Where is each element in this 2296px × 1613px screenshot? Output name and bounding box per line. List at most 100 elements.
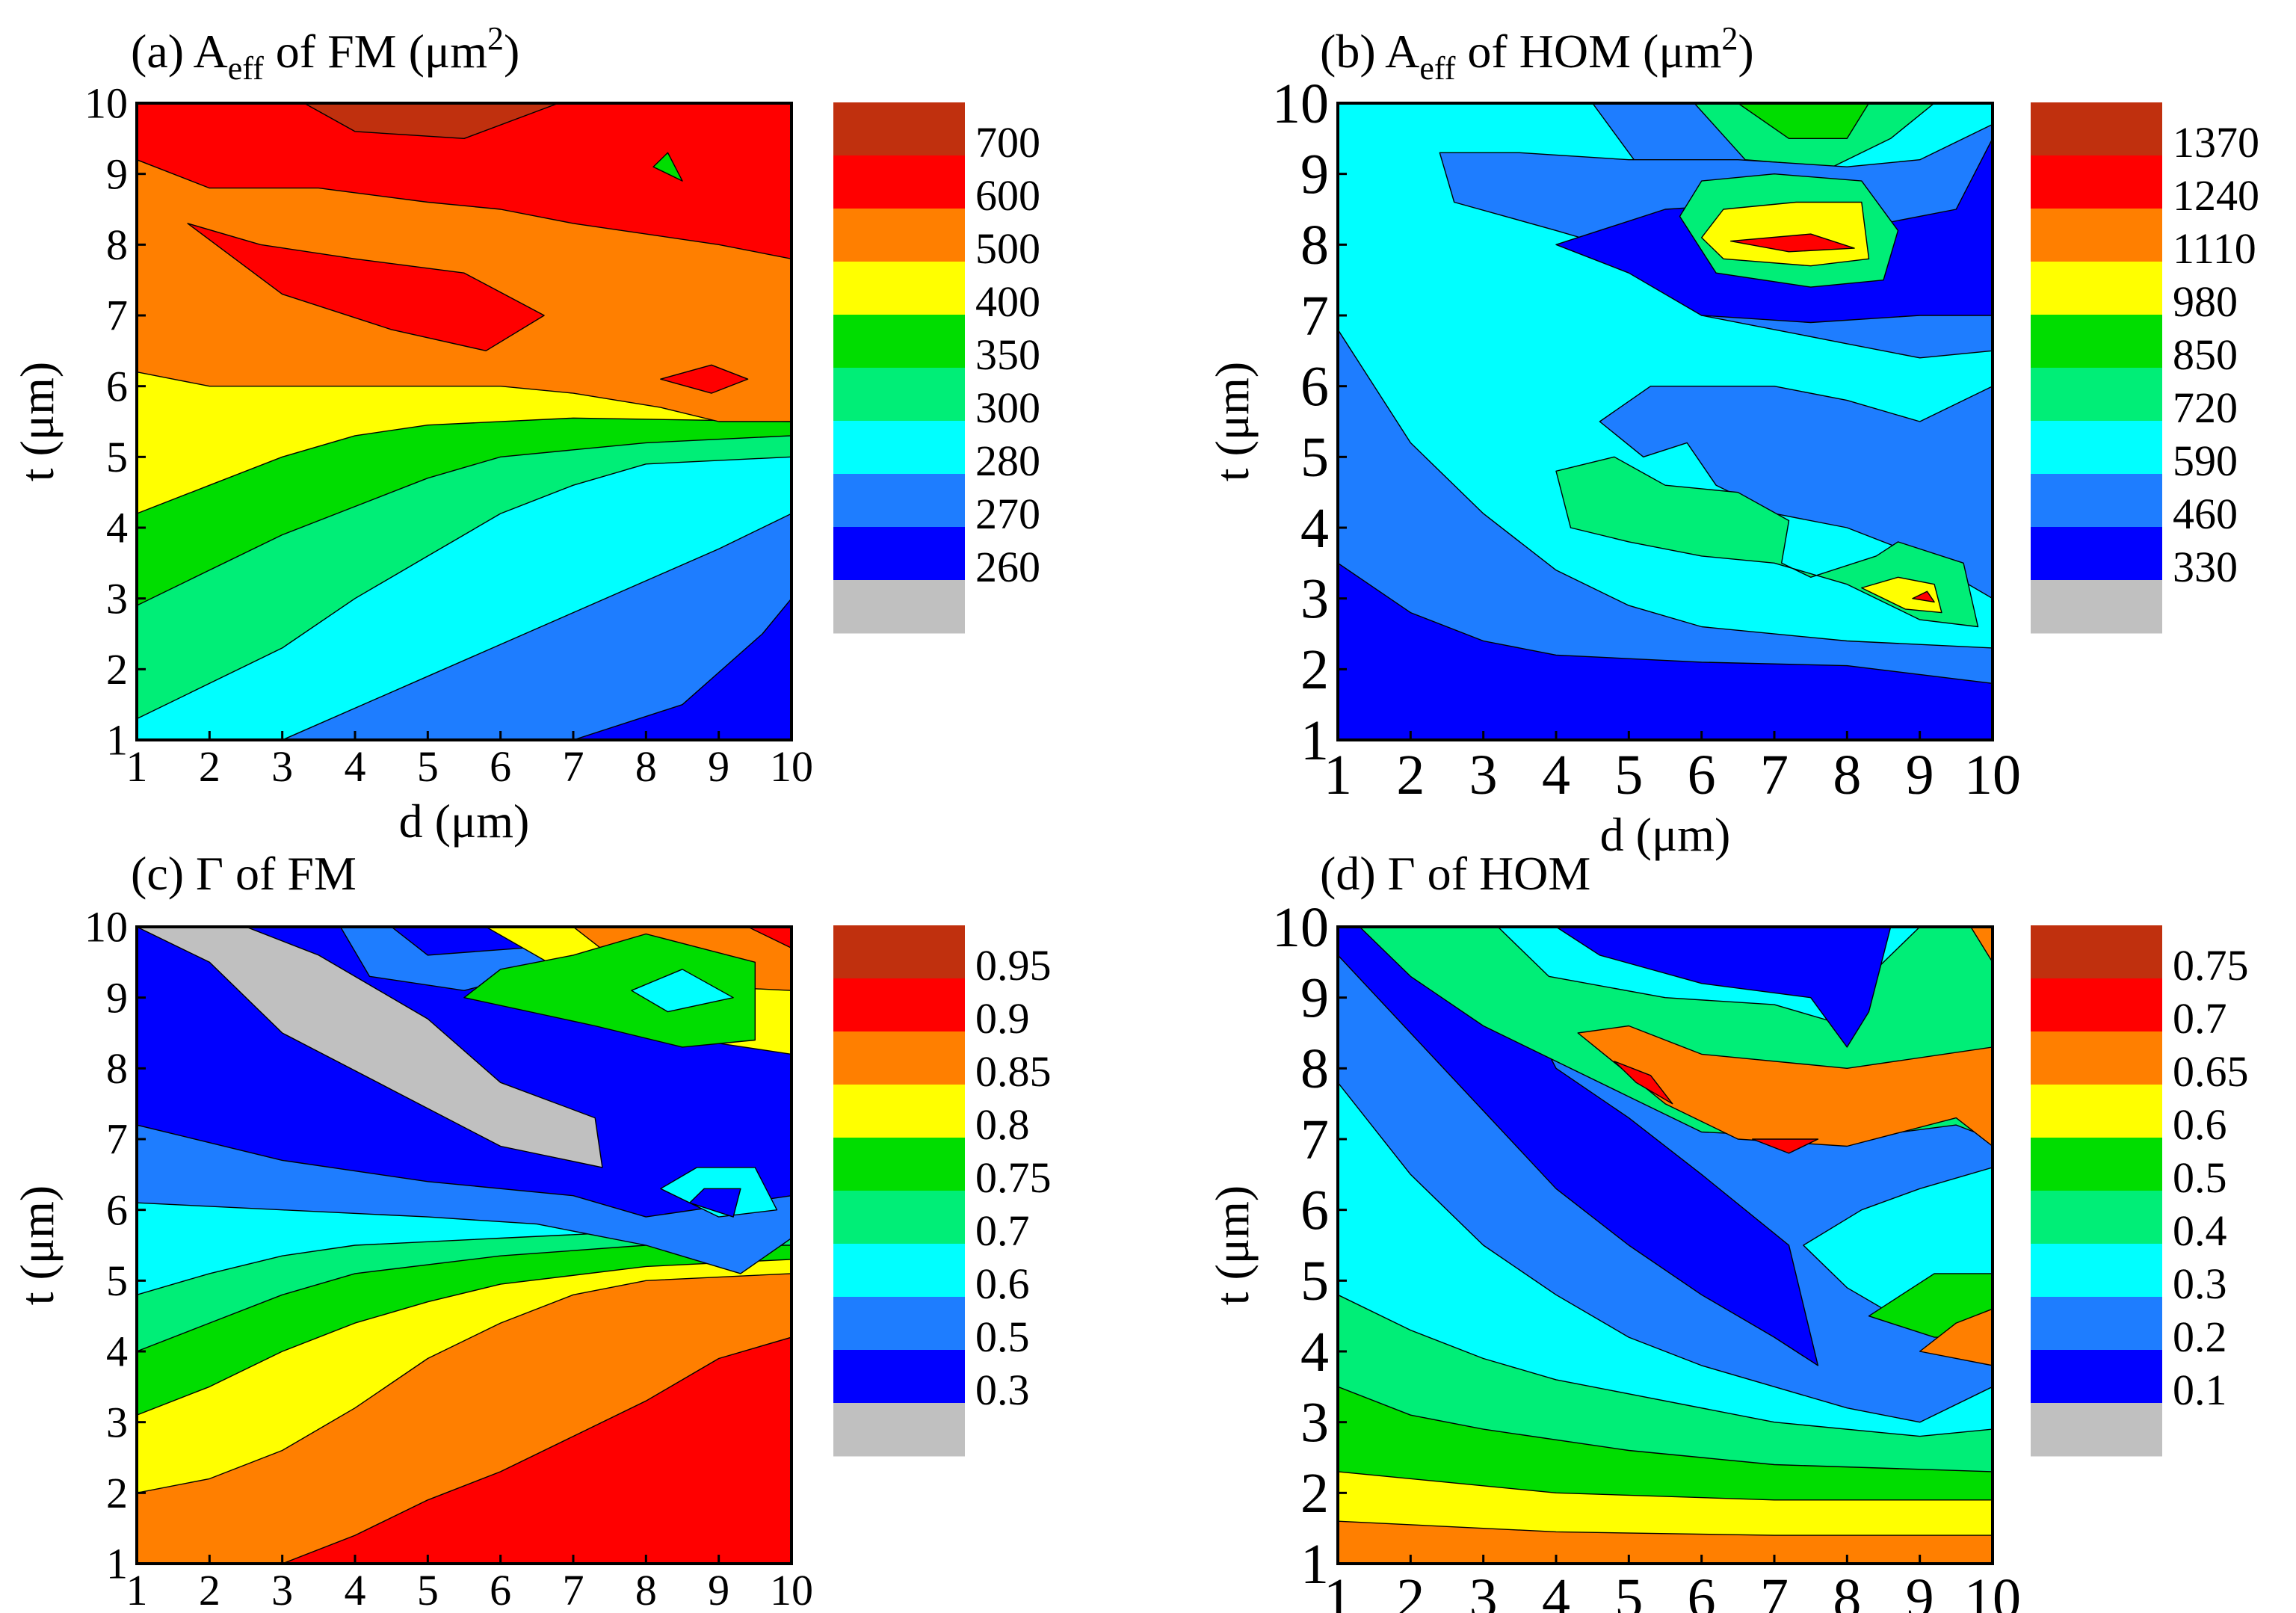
x-tick-label: 9	[708, 742, 729, 791]
colorbar-label: 850	[2173, 330, 2238, 379]
x-tick-label: 7	[1760, 744, 1789, 806]
colorbar-swatch	[2031, 978, 2162, 1032]
y-tick-label: 4	[1300, 497, 1329, 560]
x-tick-label: 6	[490, 1566, 511, 1613]
colorbar-swatch	[833, 1297, 965, 1351]
colorbar-swatch	[833, 368, 965, 422]
colorbar-label: 300	[975, 383, 1040, 432]
colorbar-label: 460	[2173, 490, 2238, 538]
x-tick-label: 7	[563, 1566, 584, 1613]
x-tick-label: 4	[1542, 1567, 1570, 1613]
y-tick-label: 5	[106, 433, 128, 481]
x-tick-label: 4	[345, 1566, 366, 1613]
colorbar-label: 1110	[2173, 224, 2256, 273]
colorbar-label: 0.1	[2173, 1366, 2227, 1414]
colorbar-swatch	[833, 1244, 965, 1298]
colorbar-swatch	[2031, 368, 2162, 422]
x-tick-label: 8	[1833, 744, 1861, 806]
y-tick-label: 9	[106, 149, 128, 198]
colorbar-label: 400	[975, 277, 1040, 326]
x-axis-label: d (μm)	[1600, 808, 1731, 861]
contour-region	[689, 1188, 741, 1218]
colorbar-label: 1240	[2173, 171, 2259, 220]
contour-region	[463, 933, 756, 1048]
contour-regions	[1338, 103, 1993, 740]
colorbar-swatch	[833, 155, 965, 209]
contour-region	[1970, 927, 1993, 963]
x-tick-label: 6	[1688, 744, 1716, 806]
colorbar-label: 0.9	[975, 994, 1030, 1043]
colorbar-swatch	[833, 1138, 965, 1191]
colorbar-label: 0.75	[2173, 941, 2249, 990]
colorbar-swatch	[2031, 1085, 2162, 1138]
y-tick-label: 3	[106, 1398, 128, 1446]
contour-region	[1861, 576, 1942, 614]
colorbar-swatch	[2031, 474, 2162, 528]
x-tick-label: 1	[1324, 1567, 1352, 1613]
colorbar-swatch	[833, 1031, 965, 1085]
y-tick-label: 8	[1300, 214, 1329, 277]
colorbar-label: 0.85	[975, 1047, 1052, 1096]
colorbar-label: 0.7	[975, 1206, 1030, 1255]
colorbar-swatch	[2031, 102, 2162, 156]
x-tick-label: 4	[345, 742, 366, 791]
contour-region	[1729, 233, 1855, 253]
x-axis-label: d (μm)	[399, 795, 530, 848]
contour-regions	[137, 103, 791, 740]
colorbar-label: 1370	[2173, 118, 2259, 167]
y-tick-label: 5	[106, 1256, 128, 1305]
x-tick-label: 5	[417, 742, 439, 791]
y-tick-label: 4	[106, 504, 128, 552]
colorbar-swatch	[833, 1191, 965, 1245]
colorbar-swatch	[833, 421, 965, 475]
colorbar-label: 0.2	[2173, 1313, 2227, 1361]
panel-title: (a) Aeff of FM (μm2)	[131, 20, 519, 87]
x-tick-label: 10	[770, 1566, 813, 1613]
plot-frame	[135, 102, 793, 741]
y-tick-label: 10	[1272, 896, 1329, 959]
colorbar-swatch	[2031, 1031, 2162, 1085]
colorbar-swatch	[833, 209, 965, 262]
panel-title: (b) Aeff of HOM (μm2)	[1320, 20, 1754, 87]
colorbar-label: 0.3	[2173, 1259, 2227, 1308]
x-tick-label: 5	[417, 1566, 439, 1613]
y-tick-label: 7	[1300, 285, 1329, 348]
y-tick-label: 7	[106, 292, 128, 340]
y-tick-label: 2	[1300, 1462, 1329, 1525]
contour-region	[137, 103, 791, 259]
contour-region	[1555, 927, 1892, 1048]
contour-region	[1577, 1025, 1993, 1147]
colorbar-swatch	[833, 925, 965, 979]
colorbar-swatch	[833, 262, 965, 315]
y-axis-label: t (μm)	[1206, 362, 1259, 482]
colorbar-swatch	[833, 1350, 965, 1404]
colorbar-swatch	[833, 315, 965, 368]
contour-region	[631, 969, 734, 1013]
colorbar-label: 260	[975, 543, 1040, 591]
colorbar-swatch	[833, 1403, 965, 1457]
colorbar-swatch	[833, 102, 965, 156]
colorbar-swatch	[2031, 1350, 2162, 1404]
x-tick-label: 1	[126, 1566, 148, 1613]
colorbar-label: 0.65	[2173, 1047, 2249, 1096]
x-tick-label: 8	[635, 1566, 657, 1613]
y-tick-label: 8	[106, 220, 128, 269]
colorbar-swatch	[2031, 580, 2162, 634]
colorbar-swatch	[833, 474, 965, 528]
x-tick-label: 1	[126, 742, 148, 791]
y-axis-label: t (μm)	[1206, 1185, 1259, 1306]
plot-frame	[1336, 925, 1994, 1565]
colorbar-swatch	[2031, 1403, 2162, 1457]
colorbar-swatch	[2031, 925, 2162, 979]
x-tick-label: 10	[1964, 1567, 2021, 1613]
x-tick-label: 3	[1469, 1567, 1498, 1613]
contour-regions	[1338, 927, 1993, 1564]
x-tick-label: 3	[271, 1566, 293, 1613]
y-tick-label: 7	[106, 1115, 128, 1164]
colorbar-label: 0.4	[2173, 1206, 2227, 1255]
colorbar-swatch	[2031, 262, 2162, 315]
colorbar-label: 0.75	[975, 1153, 1052, 1202]
